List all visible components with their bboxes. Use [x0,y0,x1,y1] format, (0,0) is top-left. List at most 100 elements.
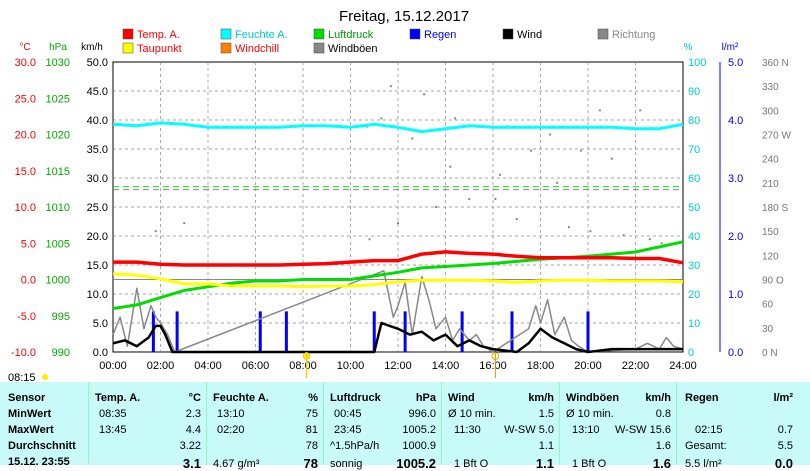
axis-units: °C hPa km/h % l/m² [19,42,739,53]
legend-label: Taupunkt [137,43,182,55]
temp-tick-label: 10.0 [15,202,36,214]
direction-tick-label: 210 [762,179,779,190]
temp-tick-label: 20.0 [15,130,36,142]
direction-point [556,181,559,184]
stats-windboeen-avg-value: 1.6 [655,440,671,452]
stats-feuchte-min-time: 13:10 [217,408,245,420]
rain-axis-unit: l/m² [722,42,739,53]
wind-tick-label: 10.0 [87,289,108,301]
pressure-tick-label: 1025 [46,93,70,105]
stats-regen-current-value: 0.0 [774,456,793,471]
direction-point [468,197,471,200]
wind-axis-unit: km/h [81,42,103,53]
rain-tick-label: 1.0 [728,289,743,301]
stats-windboeen-section: Windböen km/h Ø 10 min. 0.8 13:10 W-SW 1… [559,382,677,471]
direction-tick-label: 150 [762,227,779,238]
stats-temp-avg-value: 3.22 [179,440,201,452]
stats-feuchte-avg-value: 78 [305,440,318,452]
pressure-tick-label: 990 [52,347,70,359]
temp-tick-label: -5.0 [17,311,36,323]
direction-point [579,149,582,152]
stats-label-current: 15.12. 23:55 [8,456,70,468]
direction-point [380,117,383,120]
pressure-tick-label: 995 [52,311,70,323]
stats-luftdruck-min-time: 00:45 [334,408,362,420]
stats-windboeen-current-value: 1.6 [652,456,671,471]
direction-point [530,149,532,152]
stats-regen-current-extra: 5.5 l/m² [685,458,722,470]
chart-title: Freitag, 15.12.2017 [339,8,469,25]
direction-point [598,109,601,112]
wind-series-line [112,321,683,354]
pressure-tick-label: 1005 [46,238,70,250]
temp-axis-unit: °C [19,42,30,53]
humidity-tick-label: 30 [688,260,700,272]
stats-temp-unit: °C [188,392,201,404]
stats-label-avg: Durchschnitt [8,440,76,452]
wind-tick-label: 0.0 [93,347,108,359]
temp-tick-label: -10.0 [11,347,36,359]
stats-wind-min-value: 1.5 [538,408,554,420]
legend-label: Luftdruck [328,29,374,41]
stats-wind-current-value: 1.1 [535,456,554,471]
humidity-axis-unit: % [684,42,693,53]
humidity-tick-label: 70 [688,144,700,156]
stats-regen-max-time: 02:15 [695,424,723,436]
stats-windboeen-current-extra: 1 Bft O [572,458,607,470]
legend-swatch [313,28,325,40]
humidity-tick-label: 50 [688,202,700,214]
direction-tick-label: 60 [762,300,774,311]
wind-tick-label: 5.0 [93,318,108,330]
rain-tick-label: 4.0 [728,115,743,127]
stats-wind-title: Wind [448,392,475,404]
stats-label-max: MaxWert [8,424,54,436]
feuchte-a-series-line [112,121,684,134]
humidity-tick-label: 40 [688,231,700,243]
rain-bar [586,311,590,352]
stats-temp-current-value: 3.1 [182,456,201,471]
wind-tick-label: 45.0 [87,86,108,98]
legend-swatch [409,28,421,40]
wind-tick-label: 30.0 [87,173,108,185]
pressure-tick-label: 1020 [46,130,70,142]
x-tick-label: 00:00 [99,360,127,372]
stats-windboeen-title: Windböen [566,392,620,404]
stats-wind-unit: km/h [528,392,554,404]
stats-regen-unit: l/m² [773,392,793,404]
direction-tick-label: 360 N [762,58,789,69]
stats-regen-total-label: Gesamt: [685,440,727,452]
wind-tick-label: 35.0 [87,144,108,156]
pressure-tick-label: 1010 [46,202,70,214]
stats-luftdruck-max-value: 1005.2 [402,424,436,436]
stats-wind-avg-value: 1.1 [538,440,554,452]
x-tick-label: 10:00 [337,360,365,372]
stats-windboeen-unit: km/h [645,392,671,404]
x-tick-label: 18:00 [527,360,555,372]
wind-tick-label: 25.0 [87,202,108,214]
legend-label: Wind [517,29,542,41]
wind-tick-label: 15.0 [87,260,108,272]
stats-wind-max-time: 11:30 [454,424,481,436]
rain-tick-label: 3.0 [728,173,743,185]
stats-wind-current-extra: 1 Bft O [454,458,489,470]
stats-feuchte-max-time: 02:20 [217,424,245,436]
stats-luftdruck-min-value: 996.0 [408,408,436,420]
direction-point [622,234,625,237]
rain-tick-label: 2.0 [728,231,743,243]
stats-feuchte-min-value: 75 [305,408,318,420]
pressure-tick-label: 1030 [46,57,70,69]
direction-tick-label: 270 W [762,131,791,142]
stats-feuchte-unit: % [308,392,318,404]
x-tick-label: 14:00 [432,360,460,372]
stats-windboeen-max-value: W-SW 15.6 [614,424,671,436]
legend-label: Windchill [235,43,279,55]
rain-bar [175,311,179,352]
direction-point [494,197,497,200]
stats-regen-max-value: 0.7 [777,424,793,436]
direction-point [589,230,592,233]
legend-swatch [220,42,232,54]
x-tick-label: 08:00 [289,360,317,372]
x-tick-label: 24:00 [669,360,697,372]
x-tick-label: 12:00 [384,360,412,372]
stats-temp-max-value: 4.4 [185,424,201,436]
